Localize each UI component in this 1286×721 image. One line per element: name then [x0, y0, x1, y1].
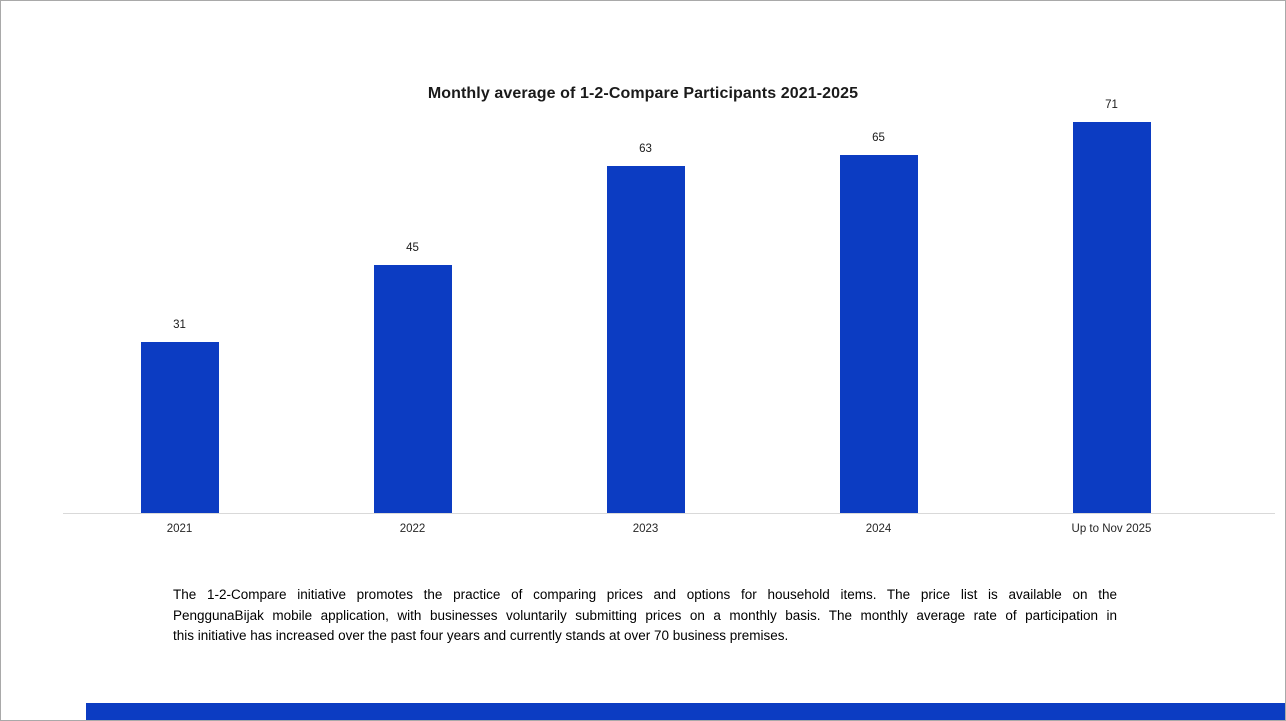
- x-axis-label: 2021: [166, 523, 193, 535]
- caption-paragraph: The 1-2-Compare initiative promotes the …: [173, 585, 1117, 647]
- bar-value-label: 63: [639, 143, 652, 155]
- bar: [839, 155, 918, 513]
- bar-value-label: 65: [872, 132, 885, 144]
- caption-line: PenggunaBijak mobile application, with b…: [173, 607, 1117, 623]
- bar: [606, 166, 685, 513]
- caption-line: The 1-2-Compare initiative promotes the …: [173, 587, 1117, 602]
- caption-line: this initiative has increased over the p…: [173, 628, 789, 643]
- bar-value-label: 71: [1105, 99, 1118, 111]
- x-axis-label: 2023: [632, 523, 659, 535]
- x-axis-line: [63, 513, 1275, 514]
- bar: [1072, 122, 1151, 513]
- chart-title: Monthly average of 1-2-Compare Participa…: [427, 85, 859, 102]
- bar-value-label: 31: [173, 319, 186, 331]
- bar-value-label: 45: [406, 242, 419, 254]
- bar: [373, 265, 452, 513]
- x-axis-label: 2024: [865, 523, 892, 535]
- bottom-accent-bar: [86, 703, 1285, 720]
- bar: [140, 342, 219, 513]
- x-axis-label: 2022: [399, 523, 426, 535]
- x-axis-label: Up to Nov 2025: [1071, 523, 1152, 535]
